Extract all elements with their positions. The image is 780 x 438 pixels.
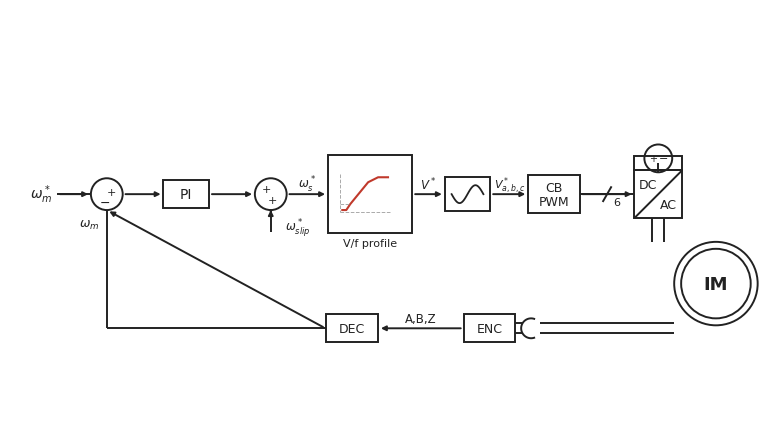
Text: DC: DC <box>639 178 658 191</box>
Text: +: + <box>107 188 116 198</box>
Text: −: − <box>100 196 110 209</box>
Text: $\omega_{slip}^*$: $\omega_{slip}^*$ <box>285 217 310 240</box>
Text: ENC: ENC <box>477 322 502 335</box>
Text: PWM: PWM <box>539 195 569 208</box>
Text: $\omega_m^*$: $\omega_m^*$ <box>30 184 53 206</box>
Bar <box>445 178 491 212</box>
Bar <box>634 157 682 171</box>
Bar <box>326 314 378 343</box>
Bar <box>463 314 516 343</box>
Text: A,B,Z: A,B,Z <box>405 312 437 325</box>
Text: +: + <box>262 185 271 195</box>
Bar <box>164 181 209 208</box>
Text: $\omega_s^*$: $\omega_s^*$ <box>298 175 316 195</box>
Bar <box>634 171 682 219</box>
Text: $V^*$: $V^*$ <box>420 177 437 193</box>
Text: $\omega_m$: $\omega_m$ <box>79 218 99 231</box>
Text: PI: PI <box>180 188 193 201</box>
Text: CB: CB <box>545 181 562 194</box>
Bar <box>528 176 580 214</box>
Text: V/f profile: V/f profile <box>343 238 397 248</box>
Text: DEC: DEC <box>339 322 365 335</box>
Text: IM: IM <box>704 275 729 293</box>
Text: 6: 6 <box>613 198 620 208</box>
Text: −: − <box>658 154 668 164</box>
Text: $V_{a,b,c}^*$: $V_{a,b,c}^*$ <box>494 174 525 195</box>
Text: +: + <box>268 196 278 206</box>
Bar <box>328 156 413 233</box>
Text: AC: AC <box>660 198 677 211</box>
Text: +: + <box>649 154 658 164</box>
